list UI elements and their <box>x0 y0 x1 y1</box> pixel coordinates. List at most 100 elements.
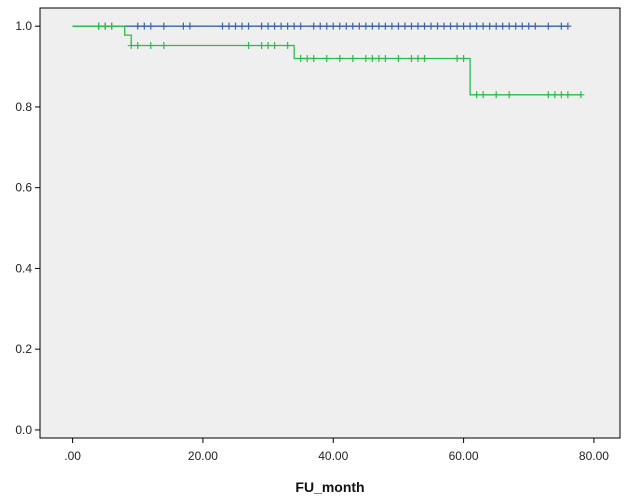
series-1-censor-mark <box>225 22 233 30</box>
plot-area <box>39 7 621 439</box>
series-1-censor-mark <box>460 22 468 30</box>
series-1-censor-mark <box>375 22 383 30</box>
series-2-censor-mark <box>336 54 344 62</box>
series-1-censor-mark <box>427 22 435 30</box>
series-2-censor-mark <box>420 54 428 62</box>
series-2-censor-mark <box>557 91 565 99</box>
series-1-censor-mark <box>297 22 305 30</box>
series-1-censor-mark <box>420 22 428 30</box>
series-2-censor-mark <box>453 54 461 62</box>
series-2-censor-mark <box>271 42 279 50</box>
series-1-censor-mark <box>544 22 552 30</box>
series-1-censor-mark <box>271 22 279 30</box>
series-2-censor-mark <box>108 22 116 30</box>
series-1-censor-mark <box>492 22 500 30</box>
series-2-censor-mark <box>544 91 552 99</box>
series-2-censor-mark <box>577 91 585 99</box>
series-2-censor-mark <box>479 91 487 99</box>
series-2-censor-mark <box>414 54 422 62</box>
series-1-censor-mark <box>447 22 455 30</box>
series-1-censor-mark <box>388 22 396 30</box>
series-1-censor-mark <box>394 22 402 30</box>
series-2-censor-mark <box>394 54 402 62</box>
series-2-censor-mark <box>95 22 103 30</box>
series-1-censor-mark <box>479 22 487 30</box>
series-2-censor-mark <box>264 42 272 50</box>
series-1-censor-mark <box>381 22 389 30</box>
series-1-censor-mark <box>407 22 415 30</box>
series-1-censor-mark <box>329 22 337 30</box>
series-2-censor-mark <box>349 54 357 62</box>
series-1-censor-mark <box>505 22 513 30</box>
y-tick-label: 0.0 <box>15 423 32 437</box>
series-layer <box>72 22 585 99</box>
series-2-censor-mark <box>258 42 266 50</box>
x-tick-label: 20.00 <box>188 449 218 463</box>
series-1-censor-mark <box>264 22 272 30</box>
series-2-censor-mark <box>551 91 559 99</box>
series-1-censor-mark <box>186 22 194 30</box>
series-2-censor-mark <box>245 42 253 50</box>
x-axis: .00 20.00 40.00 60.00 80.00 <box>64 438 609 463</box>
y-tick-label: 0.4 <box>15 261 32 275</box>
series-2-censor-mark <box>460 54 468 62</box>
series-2-censor-mark <box>303 54 311 62</box>
series-2-censor-mark <box>310 54 318 62</box>
series-1-censor-mark <box>316 22 324 30</box>
series-2-censor-mark <box>362 54 370 62</box>
series-2-censor-mark <box>505 91 513 99</box>
series-1-censor-mark <box>232 22 240 30</box>
series-1-censor-mark <box>368 22 376 30</box>
series-1-censor-mark <box>179 22 187 30</box>
series-1-censor-mark <box>512 22 520 30</box>
series-2-censor-mark <box>284 42 292 50</box>
series-1-censor-mark <box>486 22 494 30</box>
series-1-censor-mark <box>434 22 442 30</box>
series-1-censor-mark <box>134 22 142 30</box>
series-1-censor-mark <box>349 22 357 30</box>
series-1-censor-mark <box>238 22 246 30</box>
x-tick-label: 80.00 <box>579 449 609 463</box>
series-1-censor-mark <box>258 22 266 30</box>
x-tick-label: 60.00 <box>449 449 479 463</box>
series-2-line <box>72 25 581 96</box>
series-1-censor-mark <box>440 22 448 30</box>
series-1-censor-mark <box>336 22 344 30</box>
x-axis-title: FU_month <box>295 479 364 495</box>
series-2-censor-mark <box>375 54 383 62</box>
series-2-censor-mark <box>134 42 142 50</box>
series-1-censor-mark <box>531 22 539 30</box>
y-tick-label: 0.6 <box>15 181 32 195</box>
series-1-censor-mark <box>499 22 507 30</box>
series-2-censor-mark <box>381 54 389 62</box>
series-1-censor-mark <box>140 22 148 30</box>
series-1-censor-mark <box>342 22 350 30</box>
y-tick-label: 0.8 <box>15 100 32 114</box>
series-1-censor-mark <box>557 22 565 30</box>
series-1-censor-mark <box>160 22 168 30</box>
series-2-censor-mark <box>160 42 168 50</box>
series-1-censor-mark <box>355 22 363 30</box>
series-2-censor-mark <box>323 54 331 62</box>
series-1-censor-mark <box>147 22 155 30</box>
series-1-censor-mark <box>401 22 409 30</box>
y-axis: 0.0 0.2 0.4 0.6 0.8 1.0 <box>15 19 40 437</box>
x-tick-label: 40.00 <box>318 449 348 463</box>
series-1-censor-mark <box>245 22 253 30</box>
series-1-censor-mark <box>290 22 298 30</box>
x-tick-label: .00 <box>64 449 81 463</box>
series-2-censor-mark <box>407 54 415 62</box>
series-1-censor-mark <box>564 22 572 30</box>
series-1-censor-mark <box>310 22 318 30</box>
series-2-censor-mark <box>492 91 500 99</box>
series-2-censor-mark <box>297 54 305 62</box>
series-2-censor-mark <box>368 54 376 62</box>
series-1-censor-mark <box>277 22 285 30</box>
series-2-censor-mark <box>473 91 481 99</box>
series-1-censor-mark <box>466 22 474 30</box>
series-1-censor-mark <box>414 22 422 30</box>
series-1-censor-mark <box>518 22 526 30</box>
series-1-censor-mark <box>525 22 533 30</box>
series-1-censor-mark <box>473 22 481 30</box>
